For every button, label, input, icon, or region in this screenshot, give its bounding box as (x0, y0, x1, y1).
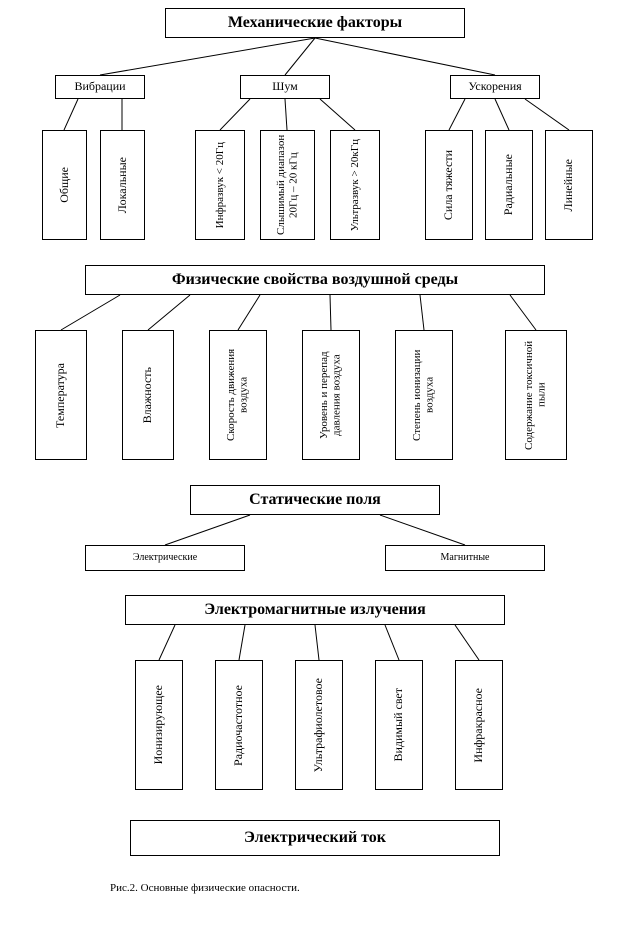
s1-accel-leaf-1: Радиальные (485, 130, 533, 240)
leaf-label: Радиочастотное (232, 685, 245, 766)
s2-leaf-1: Влажность (122, 330, 174, 460)
leaf-label: Влажность (141, 367, 154, 423)
leaf-label: Содержание токсичной пыли (523, 333, 548, 457)
s5-title: Электрический ток (130, 820, 500, 856)
s2-leaf-4: Степень ионизации воздуха (395, 330, 453, 460)
leaf-label: Степень ионизации воздуха (411, 333, 436, 457)
s4-leaf-4: Инфракрасное (455, 660, 503, 790)
s4-leaf-0: Ионизирующее (135, 660, 183, 790)
leaf-label: Радиальные (502, 154, 515, 215)
s3-title: Статические поля (190, 485, 440, 515)
s4-title: Электромагнитные излучения (125, 595, 505, 625)
s1-noise-leaf-2: Ультразвук > 20кГц (330, 130, 380, 240)
s1-noise-leaf-0: Инфразвук < 20Гц (195, 130, 245, 240)
leaf-label: Линейные (562, 159, 575, 212)
leaf-label: Инфракрасное (472, 688, 485, 763)
leaf-label: Общие (58, 167, 71, 203)
s2-leaf-2: Скорость движения воздуха (209, 330, 267, 460)
s1-vibr-label: Вибрации (55, 75, 145, 99)
leaf-label: Температура (54, 363, 67, 428)
s4-leaf-3: Видимый свет (375, 660, 423, 790)
s1-vibr-leaf-1: Локальные (100, 130, 145, 240)
figure-caption: Рис.2. Основные физические опасности. (110, 882, 300, 894)
leaf-label: Ультразвук > 20кГц (349, 139, 362, 231)
leaf-label: Ультрафиолетовое (312, 678, 325, 772)
s2-leaf-0: Температура (35, 330, 87, 460)
s4-leaf-1: Радиочастотное (215, 660, 263, 790)
leaf-label: Слышимый диапазон 20Гц – 20 кГц (275, 133, 300, 237)
leaf-label: Локальные (116, 157, 129, 213)
s1-noise-label: Шум (240, 75, 330, 99)
s2-leaf-5: Содержание токсичной пыли (505, 330, 567, 460)
s1-accel-label: Ускорения (450, 75, 540, 99)
leaf-label: Инфразвук < 20Гц (214, 142, 227, 228)
s1-title: Механические факторы (165, 8, 465, 38)
s1-noise-leaf-1: Слышимый диапазон 20Гц – 20 кГц (260, 130, 315, 240)
leaf-label: Сила тяжести (442, 150, 455, 220)
s1-vibr-leaf-0: Общие (42, 130, 87, 240)
s1-accel-leaf-0: Сила тяжести (425, 130, 473, 240)
s3-leaf-0: Электрические (85, 545, 245, 571)
s2-title: Физические свойства воздушной среды (85, 265, 545, 295)
s2-leaf-3: Уровень и перепад давления воздуха (302, 330, 360, 460)
leaf-label: Ионизирующее (152, 685, 165, 764)
leaf-label: Скорость движения воздуха (225, 333, 250, 457)
leaf-label: Видимый свет (392, 688, 405, 762)
s3-leaf-1: Магнитные (385, 545, 545, 571)
s4-leaf-2: Ультрафиолетовое (295, 660, 343, 790)
s1-accel-leaf-2: Линейные (545, 130, 593, 240)
leaf-label: Уровень и перепад давления воздуха (318, 333, 343, 457)
connector-lines (0, 0, 630, 933)
